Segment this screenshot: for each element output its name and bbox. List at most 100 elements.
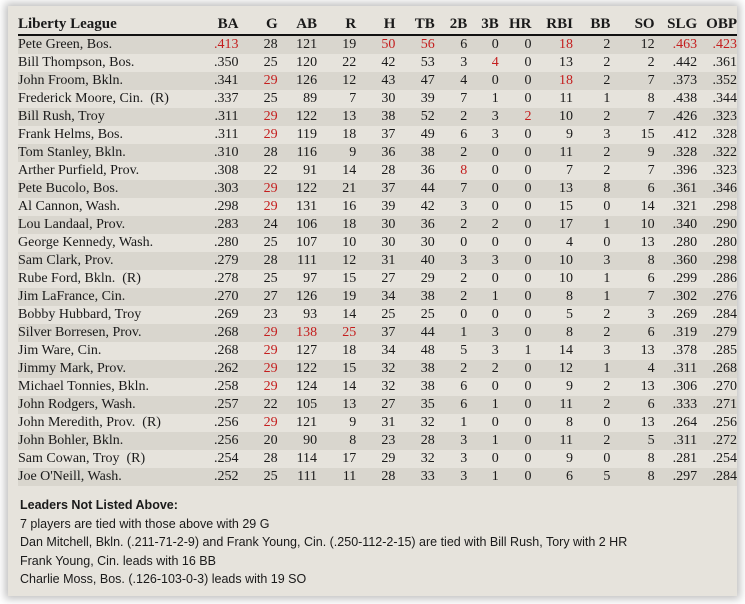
stat-r: 14 — [342, 379, 357, 394]
stat-hr: 0 — [524, 379, 532, 394]
stat-slg: .311 — [654, 360, 698, 378]
column-header-g: G — [238, 14, 278, 36]
stat-ba: .270 — [206, 288, 239, 306]
stat-ba: .258 — [214, 379, 239, 394]
stat-hr: 0 — [498, 360, 532, 378]
stat-g: 22 — [238, 396, 278, 414]
player-name: Jim LaFrance, Cin. — [18, 288, 207, 306]
stat-rbi: 4 — [565, 235, 573, 250]
stat-so: 8 — [610, 252, 655, 270]
stat-r: 17 — [342, 451, 357, 466]
stat-obp: .323 — [697, 108, 737, 126]
stat-r: 18 — [317, 216, 357, 234]
stat-obp: .271 — [697, 396, 737, 414]
stat-so: 12 — [610, 35, 655, 54]
header-row: Liberty League BA G AB R H TB 2B 3B HR RBI BB SO SLG… — [18, 14, 737, 36]
stat-hr: 2 — [498, 108, 532, 126]
stat-slg: .328 — [654, 144, 698, 162]
stat-slg: .280 — [672, 235, 698, 250]
stat-ab: 122 — [277, 108, 318, 126]
stat-2b: 1 — [434, 324, 468, 342]
stat-3b: 3 — [491, 127, 499, 142]
stat-obp: .256 — [712, 415, 738, 430]
stat-2b: 6 — [460, 379, 468, 394]
stat-bb: 2 — [603, 307, 611, 322]
stat-2b: 3 — [434, 432, 468, 450]
stat-rbi: 14 — [558, 343, 573, 358]
stat-g: 29 — [238, 180, 278, 198]
stat-tb: 38 — [420, 379, 435, 394]
player-row: John Meredith, Prov. (R) .256 29 121 9 31 32 1 0… — [18, 414, 737, 432]
stat-hr: 0 — [524, 55, 532, 70]
player-row: Sam Clark, Prov. .279 28 111 12 31 40 3 3 0 10 3 8.3… — [18, 252, 737, 270]
stat-rbi: 11 — [559, 91, 573, 106]
stat-g: 29 — [263, 379, 278, 394]
stat-ba: .254 — [214, 451, 239, 466]
stat-bb: 2 — [572, 324, 611, 342]
player-row: John Froom, Bkln. .341 29 126 12 43 47 4 0 0 18 2 7.… — [18, 72, 737, 90]
stat-ab: 114 — [296, 451, 318, 466]
stat-3b: 2 — [467, 216, 499, 234]
stat-r: 7 — [349, 91, 357, 106]
stat-obp: .323 — [712, 163, 738, 178]
stat-tb: 39 — [420, 91, 435, 106]
stat-ba: .298 — [214, 199, 239, 214]
column-header-h: H — [356, 14, 396, 36]
stat-h: 50 — [356, 35, 396, 54]
stat-so: 5 — [610, 432, 655, 450]
stat-so: 8 — [647, 91, 655, 106]
stat-tb: 33 — [395, 468, 435, 486]
stat-hr: 0 — [498, 396, 532, 414]
stat-ab: 120 — [296, 55, 318, 70]
stat-rbi: 11 — [531, 432, 573, 450]
stat-tb: 53 — [420, 55, 435, 70]
stat-tb: 47 — [395, 72, 435, 90]
stat-obp: .284 — [712, 307, 738, 322]
stat-h: 25 — [381, 307, 396, 322]
stat-g: 25 — [238, 468, 278, 486]
stat-ba: .278 — [214, 271, 239, 286]
stat-tb: 28 — [395, 432, 435, 450]
stat-slg: .396 — [672, 163, 698, 178]
stat-ba: .283 — [206, 216, 239, 234]
stat-bb: 3 — [572, 252, 611, 270]
player-row: Bobby Hubbard, Troy .269 23 93 14 25 25 0 0 0 5 2 3.… — [18, 306, 737, 324]
stat-slg: .361 — [654, 180, 698, 198]
stat-bb: 2 — [572, 396, 611, 414]
stat-g: 29 — [263, 343, 278, 358]
stat-hr: 0 — [524, 199, 532, 214]
stat-slg: .426 — [654, 108, 698, 126]
stat-3b: 3 — [467, 252, 499, 270]
stat-so: 7 — [610, 108, 655, 126]
stat-ba: .268 — [214, 343, 239, 358]
stat-rbi: 6 — [531, 468, 573, 486]
stat-so: 6 — [647, 271, 655, 286]
stat-2b: 2 — [434, 144, 468, 162]
stat-3b: 0 — [467, 35, 499, 54]
stat-rbi: 5 — [565, 307, 573, 322]
player-name: Silver Borresen, Prov. — [18, 324, 207, 342]
stat-bb: 2 — [572, 72, 611, 90]
stat-2b: 0 — [460, 235, 468, 250]
player-name: Jimmy Mark, Prov. — [18, 360, 207, 378]
stat-h: 32 — [381, 379, 396, 394]
stat-so: 15 — [640, 127, 655, 142]
stat-tb: 38 — [395, 288, 435, 306]
stat-r: 9 — [349, 415, 357, 430]
stat-obp: .284 — [697, 468, 737, 486]
stat-g: 29 — [263, 127, 278, 142]
stat-ba: .280 — [214, 235, 239, 250]
stat-so: 8 — [610, 468, 655, 486]
stat-bb: 1 — [572, 288, 611, 306]
stat-so: 13 — [640, 343, 655, 358]
stat-tb: 36 — [395, 216, 435, 234]
player-name: Arther Purfield, Prov. — [18, 163, 140, 178]
stat-obp: .352 — [697, 72, 737, 90]
stat-tb: 35 — [395, 396, 435, 414]
stat-bb: 2 — [572, 432, 611, 450]
stat-bb: 2 — [603, 55, 611, 70]
stat-ab: 131 — [296, 199, 318, 214]
stat-h: 31 — [381, 415, 396, 430]
stat-bb: 2 — [572, 144, 611, 162]
stat-3b: 1 — [467, 468, 499, 486]
